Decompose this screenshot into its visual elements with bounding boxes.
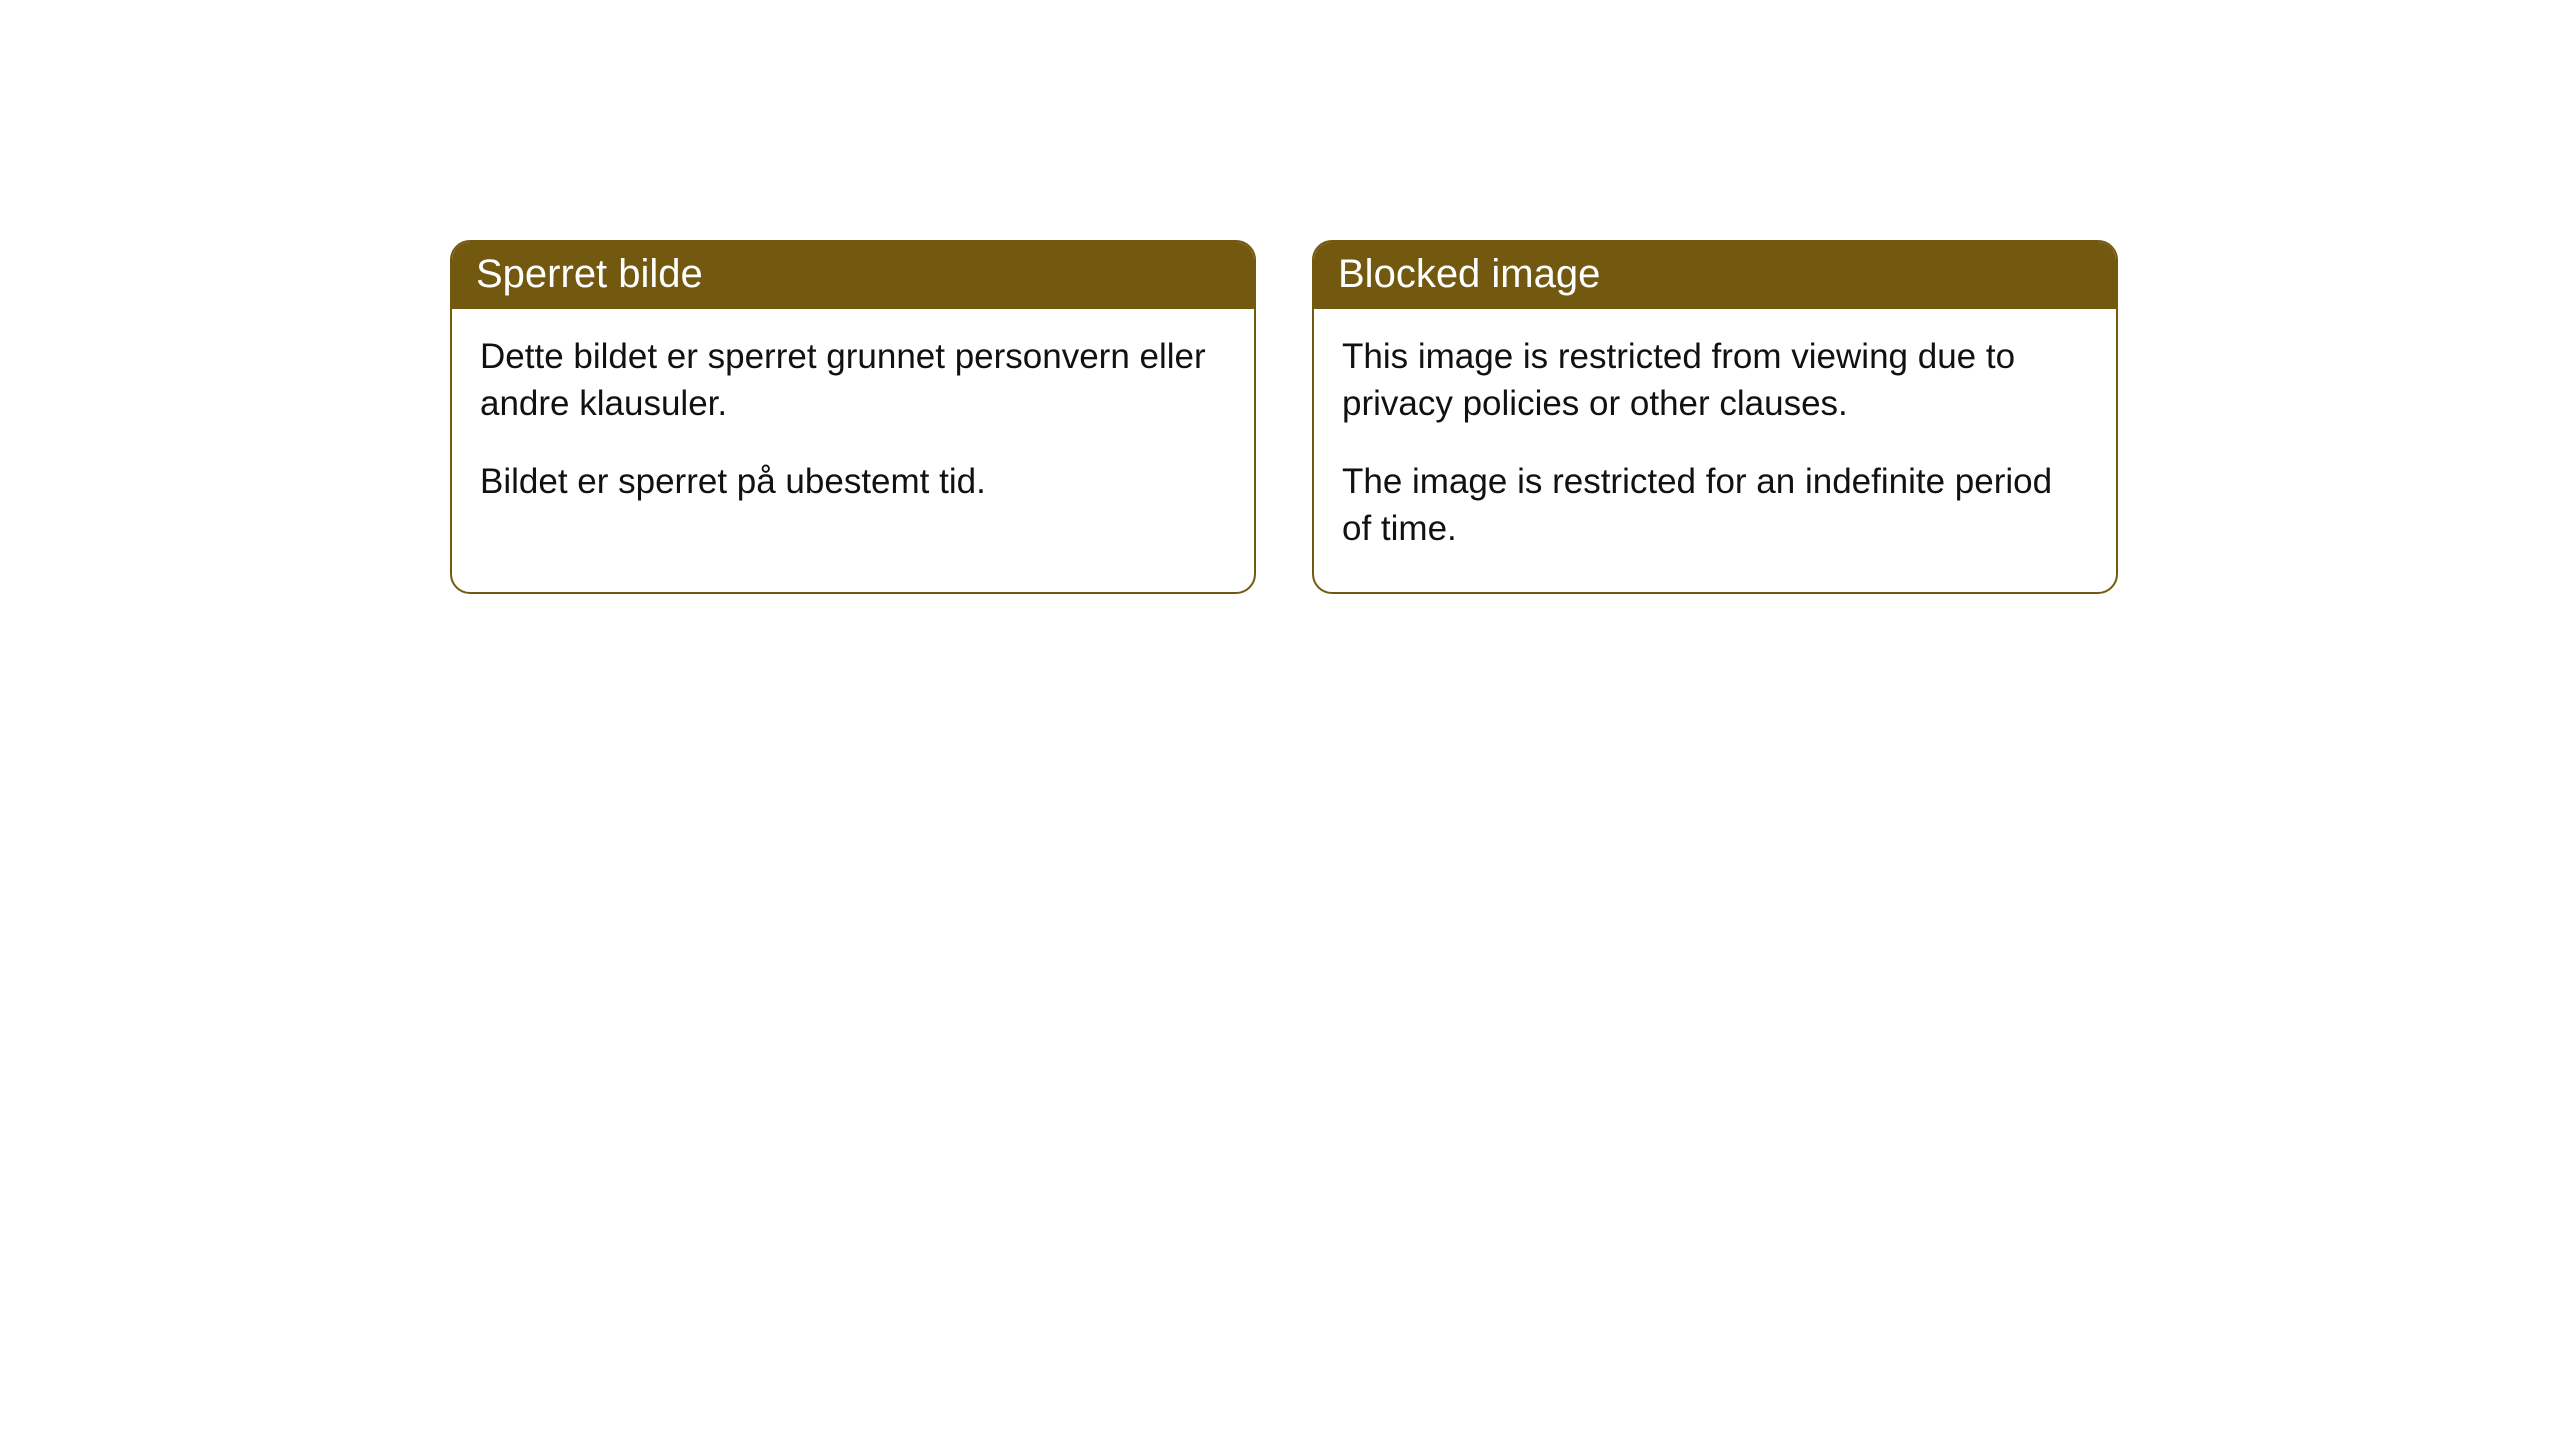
card-body: This image is restricted from viewing du… (1314, 309, 2116, 592)
card-paragraph: Bildet er sperret på ubestemt tid. (480, 458, 1226, 505)
notice-card-english: Blocked image This image is restricted f… (1312, 240, 2118, 594)
notice-card-container: Sperret bilde Dette bildet er sperret gr… (0, 0, 2560, 594)
card-body: Dette bildet er sperret grunnet personve… (452, 309, 1254, 545)
card-paragraph: Dette bildet er sperret grunnet personve… (480, 333, 1226, 428)
card-title: Sperret bilde (476, 252, 703, 296)
card-paragraph: This image is restricted from viewing du… (1342, 333, 2088, 428)
card-paragraph: The image is restricted for an indefinit… (1342, 458, 2088, 553)
card-header: Sperret bilde (452, 242, 1254, 309)
notice-card-norwegian: Sperret bilde Dette bildet er sperret gr… (450, 240, 1256, 594)
card-header: Blocked image (1314, 242, 2116, 309)
card-title: Blocked image (1338, 252, 1600, 296)
